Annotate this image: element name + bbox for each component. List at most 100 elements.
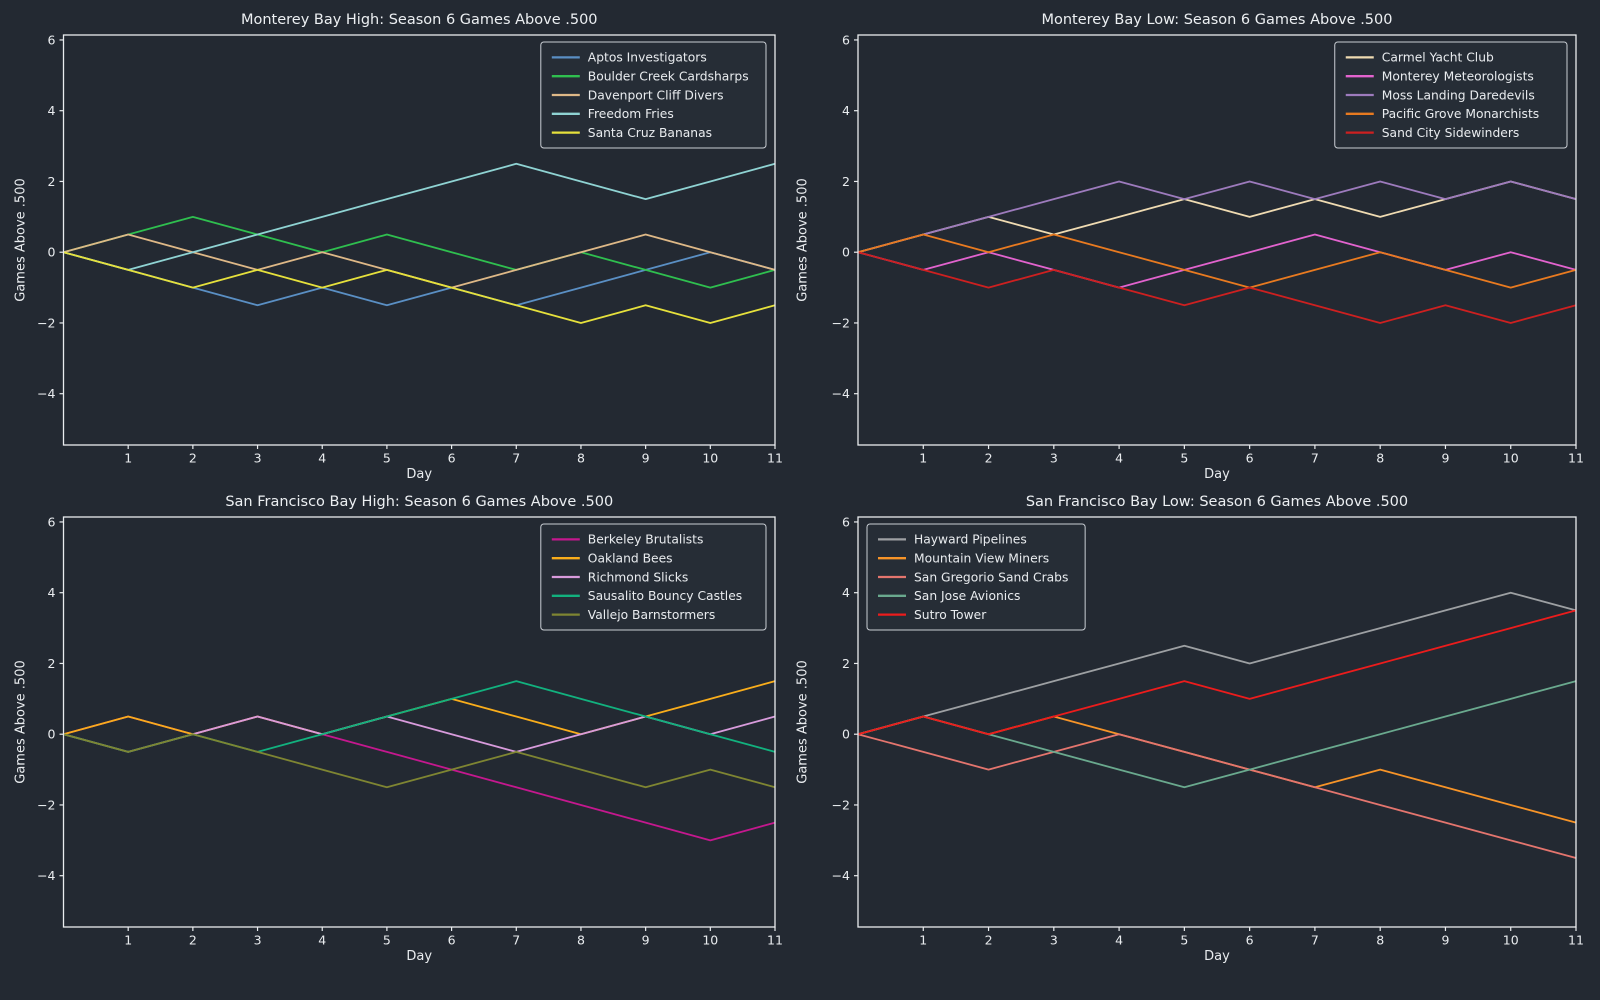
x-axis-label: Day bbox=[406, 467, 433, 482]
x-tick-label: 3 bbox=[1050, 451, 1058, 466]
x-tick-label: 6 bbox=[1246, 933, 1254, 948]
x-tick-label: 8 bbox=[577, 451, 585, 466]
y-axis-label: Games Above .500 bbox=[13, 178, 29, 302]
x-tick-label: 8 bbox=[1376, 933, 1384, 948]
x-tick-label: 11 bbox=[767, 451, 783, 466]
y-tick-label: 6 bbox=[48, 32, 56, 47]
legend-label-aptos-investigators: Aptos Investigators bbox=[588, 51, 707, 65]
series-line-santa-cruz-bananas bbox=[63, 251, 776, 324]
legend-label-mountain-view-miners: Mountain View Miners bbox=[914, 552, 1049, 566]
y-tick-label: 0 bbox=[842, 245, 850, 260]
x-tick-label: 9 bbox=[1441, 933, 1449, 948]
y-tick-label: −4 bbox=[37, 868, 55, 883]
x-axis-label: Day bbox=[1204, 467, 1230, 482]
y-axis-label: Games Above .500 bbox=[795, 660, 811, 784]
legend: Aptos Investigators Boulder Creek Cardsha… bbox=[540, 41, 767, 149]
x-tick-label: 5 bbox=[1180, 933, 1188, 948]
x-tick-label: 1 bbox=[124, 933, 132, 948]
legend-label-davenport-cliff-divers: Davenport Cliff Divers bbox=[588, 88, 724, 102]
x-tick-label: 3 bbox=[1050, 933, 1058, 948]
x-tick-label: 10 bbox=[702, 933, 718, 948]
legend: Hayward Pipelines Mountain View Miners San… bbox=[866, 523, 1086, 631]
legend-label-vallejo-barnstormers: Vallejo Barnstormers bbox=[588, 608, 715, 622]
legend-label-sausalito-bouncy-castles: Sausalito Bouncy Castles bbox=[588, 589, 742, 603]
legend-label-freedom-fries: Freedom Fries bbox=[588, 107, 674, 121]
legend-label-sand-city-sidewinders: Sand City Sidewinders bbox=[1382, 126, 1520, 140]
x-tick-label: 11 bbox=[767, 933, 783, 948]
x-tick-label: 1 bbox=[919, 933, 927, 948]
x-axis-label: Day bbox=[406, 949, 433, 964]
series-line-san-jose-avionics bbox=[857, 680, 1577, 789]
legend-label-sutro-tower: Sutro Tower bbox=[914, 608, 987, 622]
y-tick-label: 2 bbox=[842, 174, 850, 189]
y-tick-label: 4 bbox=[842, 103, 850, 118]
series-line-hayward-pipelines bbox=[857, 591, 1577, 736]
x-tick-label: 3 bbox=[254, 451, 262, 466]
chart-title-monterey-bay-low: Monterey Bay Low: Season 6 Games Above .… bbox=[1041, 12, 1393, 28]
legend-box bbox=[1334, 41, 1568, 149]
y-tick-label: 4 bbox=[842, 585, 850, 600]
legend-box bbox=[866, 523, 1086, 631]
legend-label-hayward-pipelines: Hayward Pipelines bbox=[914, 533, 1027, 547]
chart-title-san-francisco-bay-high: San Francisco Bay High: Season 6 Games A… bbox=[225, 494, 614, 510]
x-tick-label: 9 bbox=[642, 451, 650, 466]
y-tick-label: 4 bbox=[48, 585, 56, 600]
x-tick-label: 9 bbox=[642, 933, 650, 948]
series-line-sutro-tower bbox=[857, 609, 1577, 736]
legend-label-san-jose-avionics: San Jose Avionics bbox=[914, 589, 1020, 603]
legend-label-berkeley-brutalists: Berkeley Brutalists bbox=[588, 533, 704, 547]
y-tick-label: 2 bbox=[842, 656, 850, 671]
x-tick-label: 6 bbox=[448, 933, 456, 948]
x-tick-label: 1 bbox=[124, 451, 132, 466]
x-axis-label: Day bbox=[1204, 949, 1230, 964]
y-tick-label: 4 bbox=[48, 103, 56, 118]
chart-title-monterey-bay-high: Monterey Bay High: Season 6 Games Above … bbox=[240, 12, 598, 28]
axes-frame bbox=[857, 516, 1577, 928]
x-tick-label: 2 bbox=[985, 933, 993, 948]
x-tick-label: 9 bbox=[1441, 451, 1449, 466]
legend-label-richmond-slicks: Richmond Slicks bbox=[588, 570, 688, 584]
y-tick-label: 6 bbox=[842, 32, 850, 47]
x-tick-label: 3 bbox=[254, 933, 262, 948]
series-line-pacific-grove-monarchists bbox=[857, 233, 1577, 289]
y-tick-label: −2 bbox=[832, 315, 850, 330]
legend-label-monterey-meteorologists: Monterey Meteorologists bbox=[1382, 70, 1534, 84]
x-tick-label: 5 bbox=[383, 451, 391, 466]
y-axis-label: Games Above .500 bbox=[13, 660, 29, 784]
series-line-san-gregorio-sand-crabs bbox=[857, 733, 1577, 859]
y-tick-label: 2 bbox=[48, 174, 56, 189]
y-tick-label: 2 bbox=[48, 656, 56, 671]
legend-label-santa-cruz-bananas: Santa Cruz Bananas bbox=[588, 126, 712, 140]
y-tick-label: 0 bbox=[48, 245, 56, 260]
x-tick-label: 4 bbox=[1115, 933, 1123, 948]
y-tick-label: 0 bbox=[48, 727, 56, 742]
chart-title-san-francisco-bay-low: San Francisco Bay Low: Season 6 Games Ab… bbox=[1025, 494, 1409, 510]
x-tick-label: 7 bbox=[1311, 933, 1319, 948]
x-tick-label: 10 bbox=[1503, 451, 1519, 466]
subplot-2: 1 2 3 4 5 6 7 8 9 10 11 6 4 2 0 −2 −4 Berkeley Brutalists… bbox=[37, 514, 783, 947]
x-tick-label: 2 bbox=[189, 933, 197, 948]
x-tick-label: 2 bbox=[189, 451, 197, 466]
y-tick-label: −4 bbox=[832, 868, 850, 883]
legend-label-moss-landing-daredevils: Moss Landing Daredevils bbox=[1382, 88, 1535, 102]
series-line-boulder-creek-cardsharps bbox=[63, 215, 776, 289]
axes-frame bbox=[857, 34, 1577, 446]
x-tick-label: 6 bbox=[448, 451, 456, 466]
series-line-sand-city-sidewinders bbox=[857, 251, 1577, 324]
axes-frame bbox=[62, 34, 776, 446]
x-tick-label: 10 bbox=[1503, 933, 1519, 948]
y-tick-label: 6 bbox=[842, 514, 850, 529]
legend-box bbox=[540, 41, 767, 149]
x-tick-label: 8 bbox=[577, 933, 585, 948]
subplot-1: 1 2 3 4 5 6 7 8 9 10 11 6 4 2 0 −2 −4 Carmel Yacht Club Mo… bbox=[832, 32, 1584, 465]
x-tick-label: 1 bbox=[919, 451, 927, 466]
y-axis-label: Games Above .500 bbox=[795, 178, 811, 302]
x-tick-label: 10 bbox=[702, 451, 718, 466]
legend-label-boulder-creek-cardsharps: Boulder Creek Cardsharps bbox=[588, 70, 749, 84]
axes-frame bbox=[62, 516, 776, 928]
subplot-0: 1 2 3 4 5 6 7 8 9 10 11 6 4 2 0 −2 −4 Aptos Investigators… bbox=[37, 32, 783, 465]
x-tick-label: 8 bbox=[1376, 451, 1384, 466]
y-tick-label: 0 bbox=[842, 727, 850, 742]
